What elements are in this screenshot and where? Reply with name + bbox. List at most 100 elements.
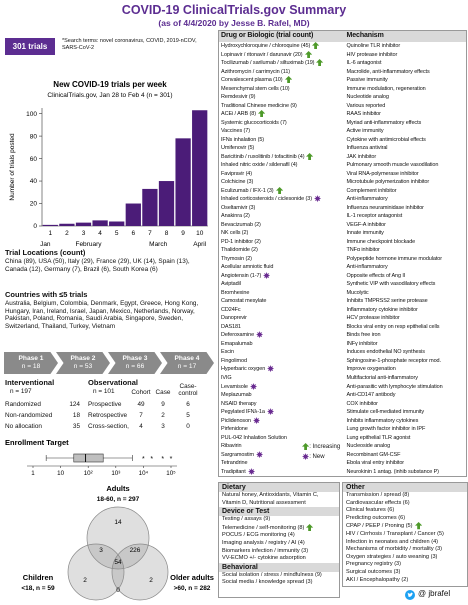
drug-cell: Remdesivir (9) [219,93,345,102]
row-value: 2 [161,412,165,419]
drug-name: Ribavirin [221,443,242,450]
drug-name: Convalescent plasma (10) [221,77,283,84]
drug-cell: Inhaled nitric oxide / sildenafil (4) [219,161,345,170]
new-icon [313,195,322,203]
bar [75,222,92,226]
box-item: Vitamin D, Nutritional assessment [222,499,306,506]
outlier: * [161,456,164,463]
legend-entry: : Increasing [300,443,341,451]
drug-cell: PD-1 inhibitor (2) [219,238,345,247]
box-header: Other [343,483,467,492]
mechanism-cell: COX inhibitor [346,400,379,407]
drug-cell: Piclidenoson [219,416,345,426]
venn-circle [111,543,169,601]
star-shape [313,195,322,203]
drug-row: Pirfenidone Lung growth factor inhibitor … [219,425,467,434]
box-item: Surgical outcomes (3) [343,569,467,577]
drug-cell: Eculizumab / IFX-1 (3) [219,186,345,196]
drug-name: Tetrandrine [221,460,248,467]
box-header: Behavioral [219,562,339,572]
drug-cell: ACEi / ARB (8) [219,110,345,119]
region-count: 0 [116,587,120,594]
drug-row: Emapalumab INFγ inhibitor [219,340,467,349]
drug-row: Colchicine (3) Microtubule polymerization… [219,178,467,187]
drug-row: Favipravir (4) Viral RNA-polymerase inhib… [219,170,467,179]
drug-name: CD24Fc [221,306,241,313]
y-tick-label: 100 [26,111,37,118]
mechanism-cell: Influenza antiviral [346,145,388,152]
mechanism-cell: Stimulate cell-mediated immunity [346,409,425,416]
drug-cell: Colchicine (3) [219,178,345,187]
design-table: Interventional n = 197 Observational n = 10… [0,378,215,438]
box-item: Oxygen strategies / auto weaning (3) [343,554,467,562]
bar [192,110,208,226]
star-shape [253,416,261,424]
mechanism-cell: Mucolytic [346,289,369,296]
drug-name: Levamisole [221,383,248,390]
increasing-icon [306,523,314,531]
region-count: 226 [130,547,141,554]
column-header: Case [155,389,171,396]
mechanism-cell: Synthetic VIP with vasodilatory effects [346,281,436,288]
drug-name: Deferoxamine [221,332,255,339]
drug-name: IFNs inhalation (5) [221,136,265,143]
phase-label: Phase 3 [122,355,148,362]
drug-row: Piclidenoson Inhibits inflammatory cytoki… [219,416,467,426]
drug-row: IFNs inhalation (5) Cytokine with antimic… [219,136,467,145]
x-tick-label: 10⁵ [166,470,176,477]
box-item: Cardiovascular effects (6) [343,500,467,508]
mechanism-cell: Cytokine with antimicrobial effects [346,136,426,143]
arrow-shape [312,42,320,50]
drug-name: IVIG [221,375,232,382]
drug-cell: NSAID therapy [219,400,345,409]
x-tick-label: 6 [131,230,135,237]
drug-cell: Baricitinib / ruxolitinib / tofacitinib … [219,152,345,162]
x-tick-label: 8 [165,230,169,237]
drug-name: Inhaled nitric oxide / sildenafil (4) [221,162,298,169]
box-item: Imaging analysis / registry / AI (4) [219,540,339,548]
x-tick-label: 10 [57,470,64,477]
mechanism-cell: Immune modulation, regeneration [346,85,426,92]
item-text: AKI / Encephalopathy (2) [346,576,409,583]
drug-name: Thymosin (2) [221,255,252,262]
row-label: Cross-section, [88,423,129,430]
region-count: 3 [99,547,103,554]
drug-row: PUL-042 Inhalation Solution Lung epitheli… [219,434,467,443]
item-text: Oxygen strategies / auto weaning (3) [346,553,438,560]
phase-label: Phase 4 [174,355,200,362]
drug-row: Hyperbaric oxygen Improve oxygenation [219,365,467,374]
age-venn: Adults 18-60, n = 297 Children <18, n = 59 O… [21,484,214,601]
phase-n: n = 17 [177,363,197,370]
item-text: Biomarkers infection / immunity (3) [222,547,309,554]
mechanism-cell: Binds free iron [346,332,381,339]
drug-name: Systemic glucocorticoids (7) [221,119,287,126]
month-label: April [193,241,207,248]
section-title: Countries with ≤5 trials [5,290,88,299]
row-label: Retrospective [88,412,128,419]
x-tick-label: 5 [115,230,119,237]
mechanism-cell: Viral RNA-polymerase inhibitor [346,170,419,177]
star-shape [247,467,255,475]
drug-cell: Azithromycin / carrimycin (11) [219,68,345,77]
row-value: 49 [137,401,145,408]
drug-name: Colchicine (3) [221,179,254,186]
drug-name: Mesenchymal stem cells (10) [221,85,290,92]
mechanism-cell: JAK inhibitor [346,153,377,160]
star-shape [256,450,264,458]
drug-table: Drug or Biologic (trial count) Mechanism … [218,30,467,478]
drug-row: Escin Induces endothelial NO synthesis [219,348,467,357]
mechanism-cell: Passive immunity [346,77,388,84]
drug-cell: Bevacizumab (2) [219,221,345,230]
set-detail: >60, n = 282 [174,585,211,592]
drug-name: Favipravir (4) [221,170,252,177]
design-title: Interventional [5,378,55,387]
bar [42,224,58,226]
mechanism-cell: Anti-parasitic with lymphocyte stimulati… [346,383,443,390]
drug-name: Hyperbaric oxygen [221,366,266,373]
legend-label: : Increasing [309,444,341,451]
mechanism-cell: Pulmonary smooth muscle vasodilation [346,162,439,169]
box-header: Device or Test [219,507,339,517]
drug-cell: Bromhexine [219,289,345,298]
mechanism-cell: IL-1 receptor antagonist [346,213,403,220]
